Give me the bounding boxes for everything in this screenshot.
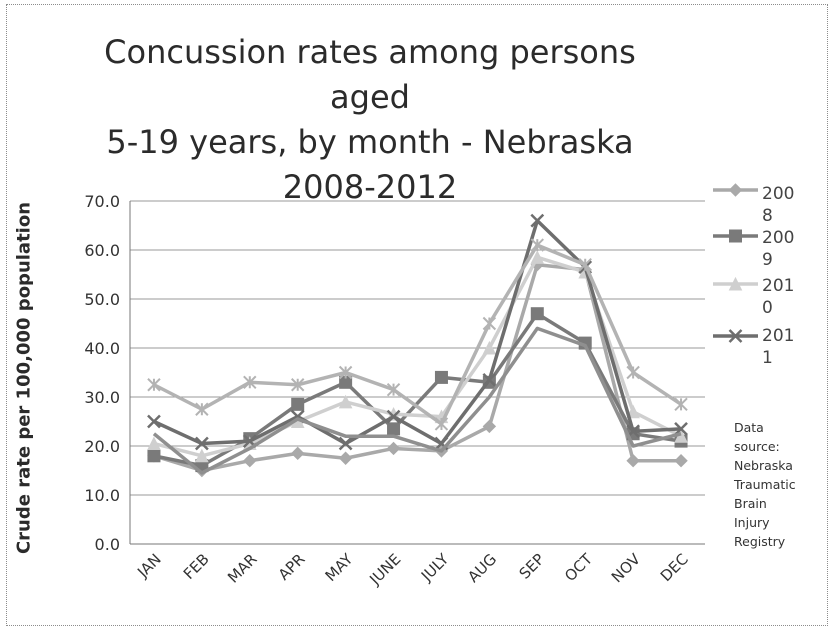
data-source-line: source: <box>734 439 780 454</box>
data-point <box>434 370 448 384</box>
data-point <box>291 378 305 392</box>
legend-label-2010-line-2: 0 <box>762 298 773 318</box>
legend-label-2011: 201 1 <box>762 325 798 369</box>
legend-label-2011-line-2: 1 <box>762 348 773 368</box>
data-point <box>674 421 688 436</box>
x-tick-label: OCT <box>561 550 597 586</box>
y-tick-label: 20.0 <box>84 437 120 456</box>
x-tick-label: MAR <box>224 550 261 587</box>
x-tick-label: SEP <box>516 550 549 583</box>
data-point <box>386 409 401 424</box>
chart-title-line-2: 5-19 years, by month - Nebraska <box>106 123 634 161</box>
data-point <box>195 402 209 416</box>
data-source-line: Injury <box>734 515 770 530</box>
chart-title-line-3: 2008-2012 <box>282 168 458 206</box>
data-point <box>578 257 592 272</box>
data-point <box>195 448 209 463</box>
x-tick-label: AUG <box>464 550 500 586</box>
y-tick-label: 60.0 <box>84 241 120 260</box>
data-point <box>530 250 545 264</box>
data-point <box>674 453 688 468</box>
y-tick-label: 0.0 <box>95 535 120 554</box>
data-source-line: Registry <box>734 534 786 549</box>
x-tick-label: DEC <box>657 550 692 585</box>
data-source-note: Data source: Nebraska Traumatic Brain In… <box>734 418 804 551</box>
data-point <box>626 404 640 419</box>
data-point <box>147 436 161 451</box>
data-point <box>530 238 544 252</box>
legend-label-2008: 200 8 <box>762 183 798 227</box>
data-point <box>482 372 497 387</box>
data-point <box>626 365 640 380</box>
legend-label-2010-line-1: 201 <box>762 276 795 296</box>
x-tick-label: JULY <box>417 550 453 586</box>
data-source-line: Traumatic <box>734 477 796 492</box>
series-line-extra-5 <box>152 326 682 475</box>
legend-swatch-marker <box>728 183 743 197</box>
series-line-extra-4 <box>153 243 683 426</box>
y-tick-label: 50.0 <box>84 290 120 309</box>
data-point <box>338 394 353 409</box>
data-point <box>338 365 353 380</box>
y-tick-label: 40.0 <box>84 339 120 358</box>
data-point <box>386 441 401 456</box>
data-point <box>386 382 401 397</box>
data-point <box>291 397 305 411</box>
data-point <box>243 453 257 468</box>
y-tick-label: 10.0 <box>84 486 120 505</box>
legend-swatch-marker <box>729 229 742 243</box>
legend-label-2009: 200 9 <box>762 227 798 271</box>
data-point <box>434 417 449 431</box>
data-point <box>482 419 497 434</box>
chart-title-line-1: Concussion rates among persons aged <box>104 33 636 116</box>
x-tick-label: FEB <box>180 550 213 583</box>
data-point <box>147 378 161 392</box>
data-point <box>147 414 161 429</box>
legend-label-2008-line-2: 8 <box>762 206 773 226</box>
legend-label-2009-line-1: 200 <box>762 228 795 248</box>
legend-swatch-marker <box>728 329 743 343</box>
data-point <box>482 340 497 355</box>
data-source-line: Nebraska <box>734 458 793 473</box>
data-point <box>674 397 688 412</box>
series-line-2011 <box>153 218 682 446</box>
y-tick-label: 30.0 <box>84 388 120 407</box>
x-tick-label: JAN <box>133 550 165 582</box>
data-point <box>147 449 161 463</box>
data-point <box>530 213 545 228</box>
y-tick-label: 70.0 <box>84 192 120 211</box>
data-point <box>194 436 209 451</box>
data-point <box>387 422 401 436</box>
x-tick-label: APR <box>275 550 309 584</box>
data-point <box>530 307 544 321</box>
series-line-2010 <box>153 255 682 458</box>
x-tick-label: JUNE <box>365 550 404 589</box>
legend-label-2008-line-1: 200 <box>762 184 795 204</box>
x-tick-label: MAY <box>322 550 357 585</box>
legend-label-2011-line-1: 201 <box>762 326 795 346</box>
data-point <box>291 446 305 461</box>
x-tick-label: NOV <box>608 550 645 587</box>
data-point <box>338 451 353 465</box>
chart-title: Concussion rates among persons aged 5-19… <box>60 30 680 210</box>
data-source-line: Brain <box>734 496 767 511</box>
data-point <box>482 316 497 331</box>
data-point <box>338 436 353 451</box>
legend-label-2010: 201 0 <box>762 275 798 319</box>
chart-frame <box>6 4 828 626</box>
data-source-line: Data <box>734 420 764 435</box>
series-line-2008 <box>153 262 682 473</box>
legend-swatch-marker <box>728 276 743 291</box>
data-point <box>243 375 257 390</box>
data-point <box>626 453 640 468</box>
legend-label-2009-line-2: 9 <box>762 250 773 270</box>
